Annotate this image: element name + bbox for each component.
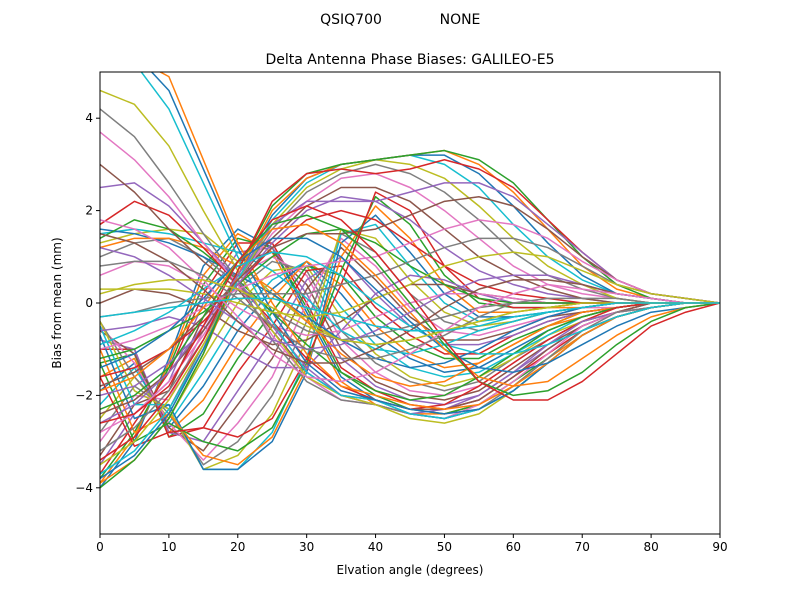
x-tick-label: 30 bbox=[299, 540, 314, 554]
y-axis-label: Bias from mean (mm) bbox=[50, 237, 64, 368]
x-tick-label: 80 bbox=[643, 540, 658, 554]
series-line-63 bbox=[100, 214, 720, 410]
x-tick-label: 10 bbox=[161, 540, 176, 554]
x-tick-label: 20 bbox=[230, 540, 245, 554]
x-tick-label: 40 bbox=[368, 540, 383, 554]
x-tick-label: 70 bbox=[575, 540, 590, 554]
x-axis: 0 10 20 30 40 50 60 70 80 90 bbox=[96, 534, 728, 554]
suptitle-station: QSIQ700 bbox=[320, 12, 382, 28]
series-line-68 bbox=[100, 260, 720, 360]
y-axis: −4 −2 0 2 4 bbox=[75, 111, 100, 495]
y-tick-label: 0 bbox=[85, 296, 93, 310]
x-tick-label: 60 bbox=[506, 540, 521, 554]
series-line-64 bbox=[100, 205, 720, 424]
chart-title: Delta Antenna Phase Biases: GALILEO-E5 bbox=[265, 52, 554, 68]
suptitle-radome: NONE bbox=[440, 12, 481, 28]
x-axis-label: Elvation angle (degrees) bbox=[337, 563, 484, 577]
series-layer bbox=[100, 72, 720, 489]
series-line-59 bbox=[100, 251, 720, 318]
x-tick-label: 0 bbox=[96, 540, 104, 554]
x-tick-label: 50 bbox=[437, 540, 452, 554]
y-tick-label: 2 bbox=[85, 204, 93, 218]
x-tick-label: 90 bbox=[712, 540, 727, 554]
series-line-70 bbox=[100, 297, 720, 332]
y-tick-label: −4 bbox=[75, 481, 93, 495]
y-tick-label: 4 bbox=[85, 111, 93, 125]
y-tick-label: −2 bbox=[75, 388, 93, 402]
